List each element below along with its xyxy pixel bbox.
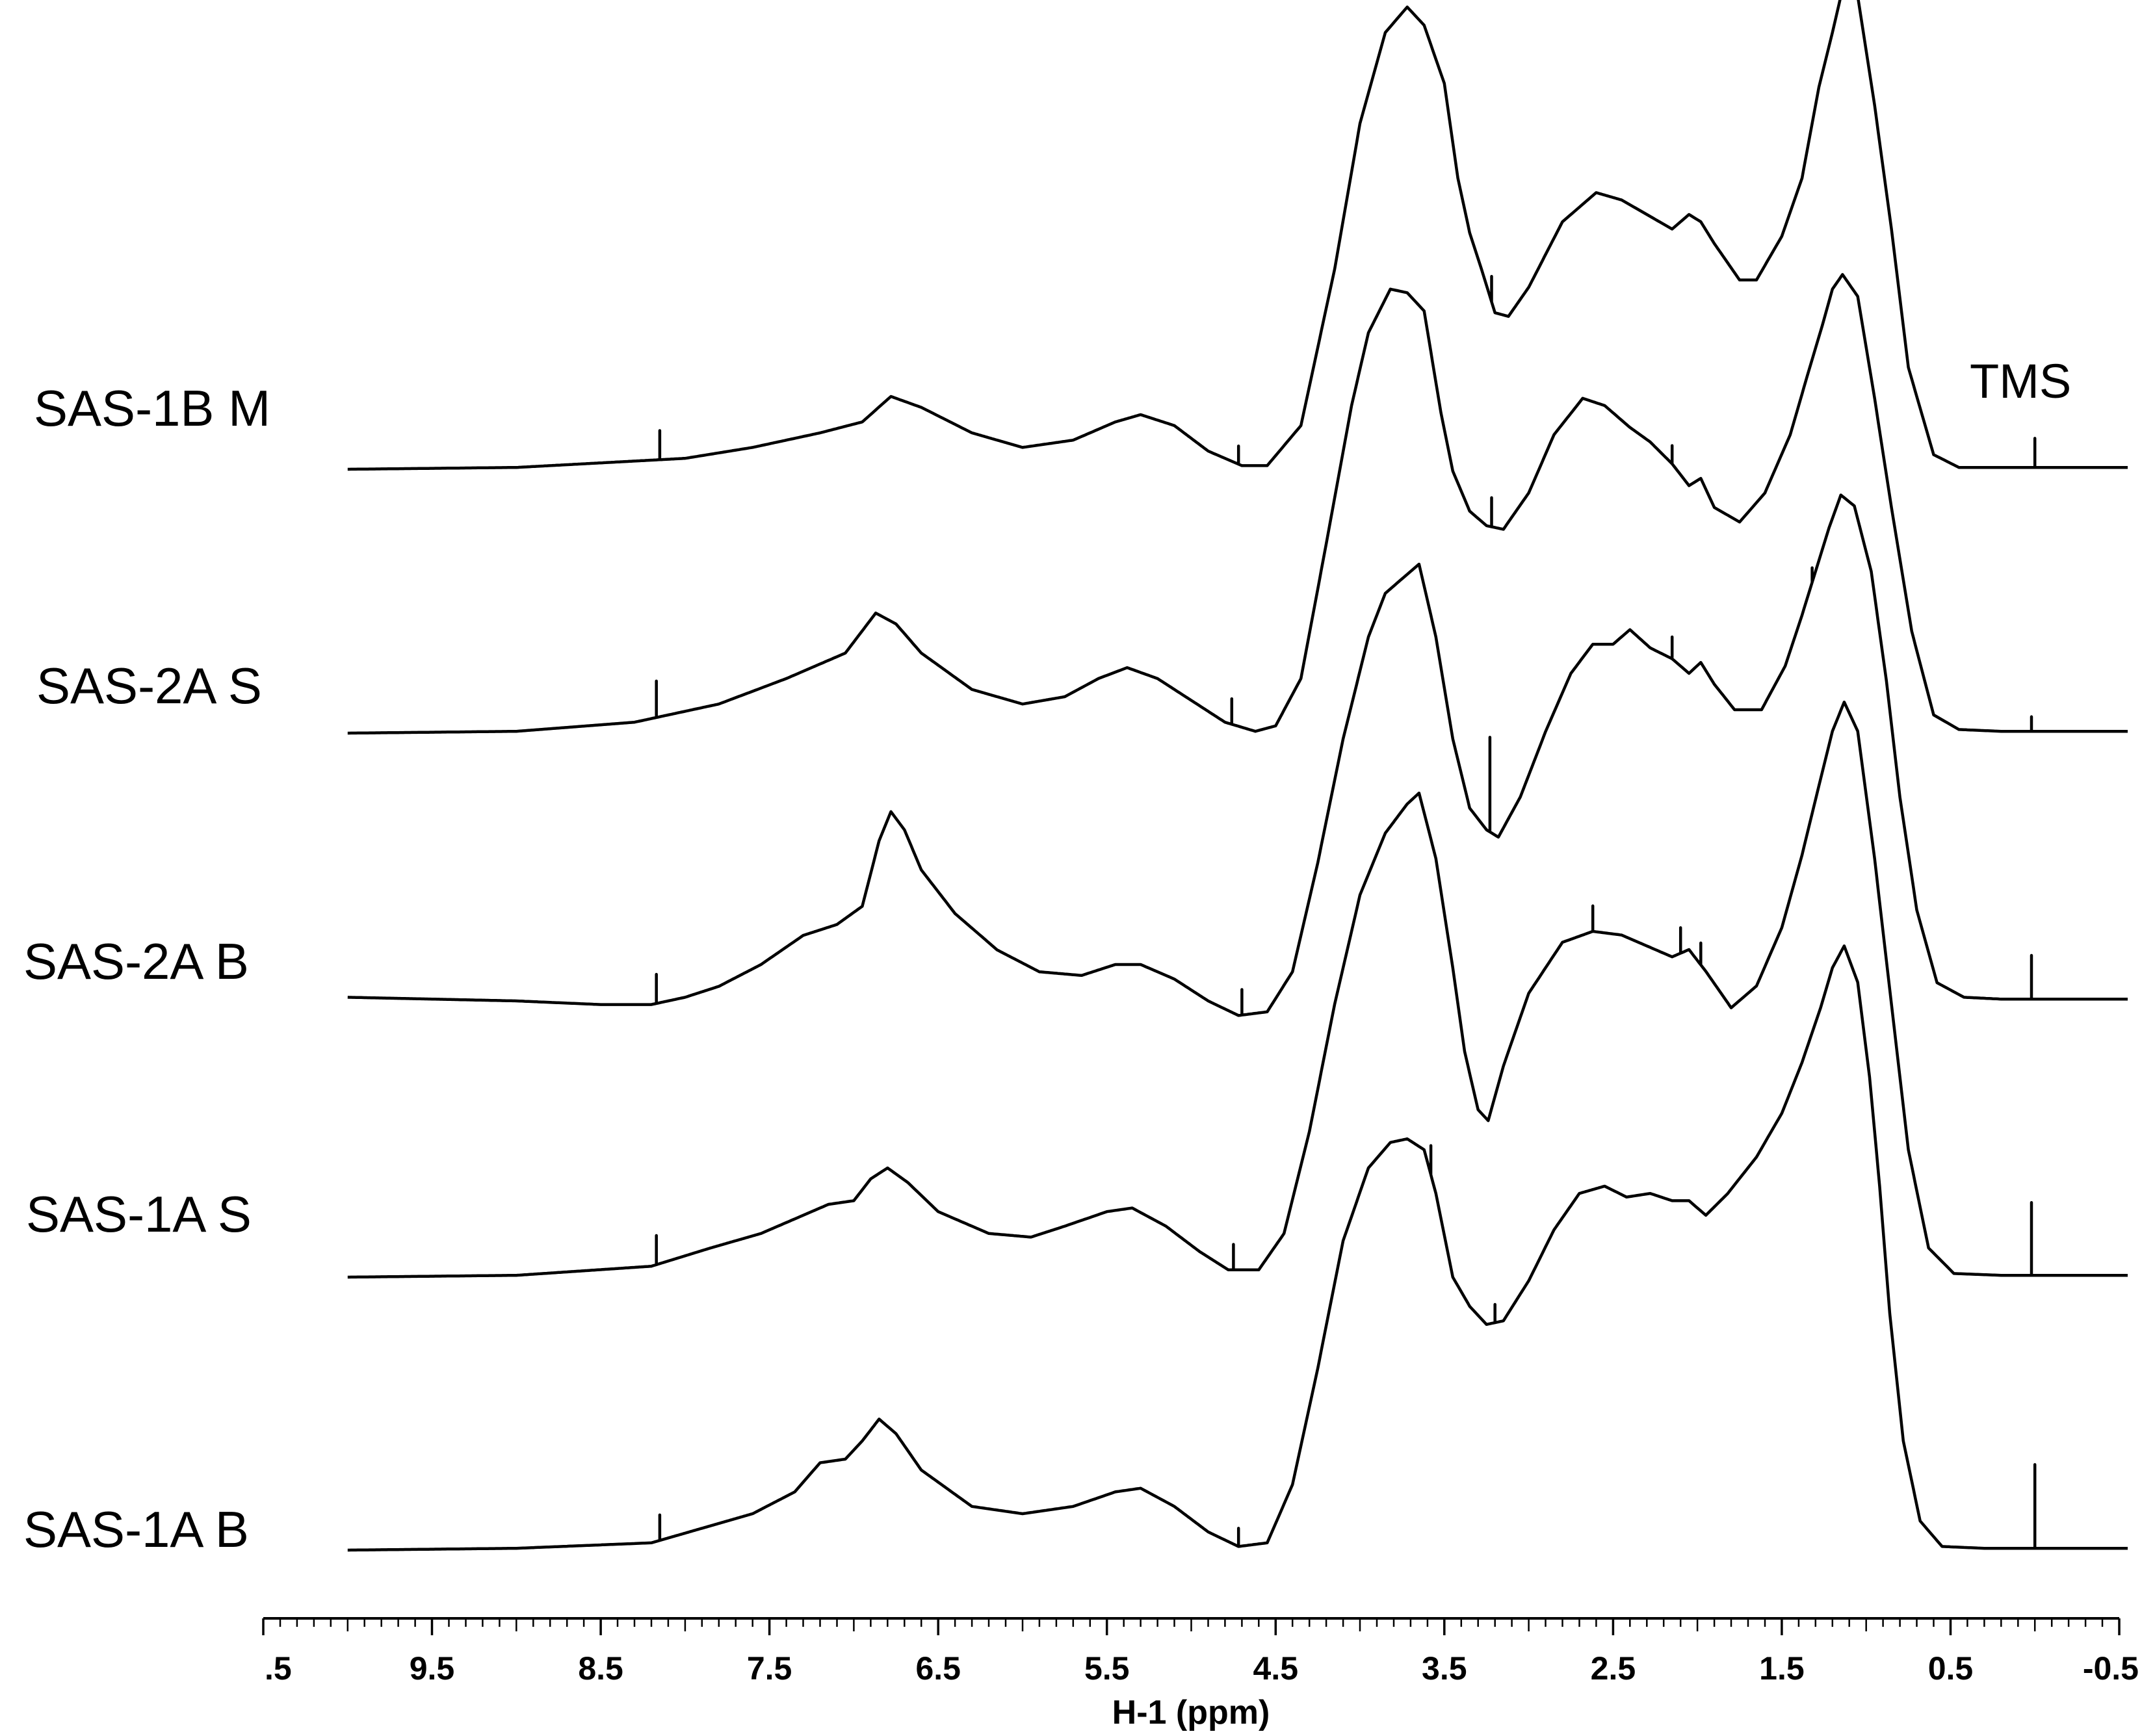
spectra-layer — [347, 0, 2128, 1552]
spectrum-sas-1a-b — [347, 944, 2128, 1552]
spectrum-sas-2a-s — [347, 273, 2128, 735]
x-tick-label: -0.5 — [2083, 1650, 2139, 1687]
tms-annotation: TMS — [1970, 354, 2071, 408]
x-tick-label: 6.5 — [915, 1650, 961, 1687]
x-tick-label: 3.5 — [1422, 1650, 1467, 1687]
x-tick-label: 1.5 — [1759, 1650, 1805, 1687]
spectrum-sas-1a-s — [347, 700, 2128, 1279]
x-tick-label: 7.5 — [747, 1650, 792, 1687]
x-tick-label: 4.5 — [1253, 1650, 1299, 1687]
x-tick-label: 5.5 — [1084, 1650, 1130, 1687]
spectrum-sas-2a-b — [347, 493, 2128, 1017]
spectrum-sas-1b-m — [347, 0, 2128, 471]
series-label-sas-1a-s: SAS-1A S — [26, 1185, 252, 1243]
x-axis-ticks: .5 9.5 8.5 7.5 6.5 5.5 4.5 3.5 2.5 1.5 0.5 -0.5 — [262, 1618, 2139, 1687]
series-label-sas-1a-b: SAS-1A B — [23, 1501, 249, 1558]
x-axis-title: H-1 (ppm) — [1112, 1694, 1270, 1731]
series-label-sas-2a-b: SAS-2A B — [23, 933, 249, 990]
x-tick-label: .5 — [265, 1650, 292, 1687]
x-tick-label: 0.5 — [1928, 1650, 1974, 1687]
x-tick-label: 8.5 — [578, 1650, 623, 1687]
x-tick-label: 2.5 — [1591, 1650, 1636, 1687]
series-label-sas-2a-s: SAS-2A S — [36, 657, 262, 714]
x-tick-label: 9.5 — [410, 1650, 455, 1687]
series-label-sas-1b-m: SAS-1B M — [34, 380, 270, 437]
